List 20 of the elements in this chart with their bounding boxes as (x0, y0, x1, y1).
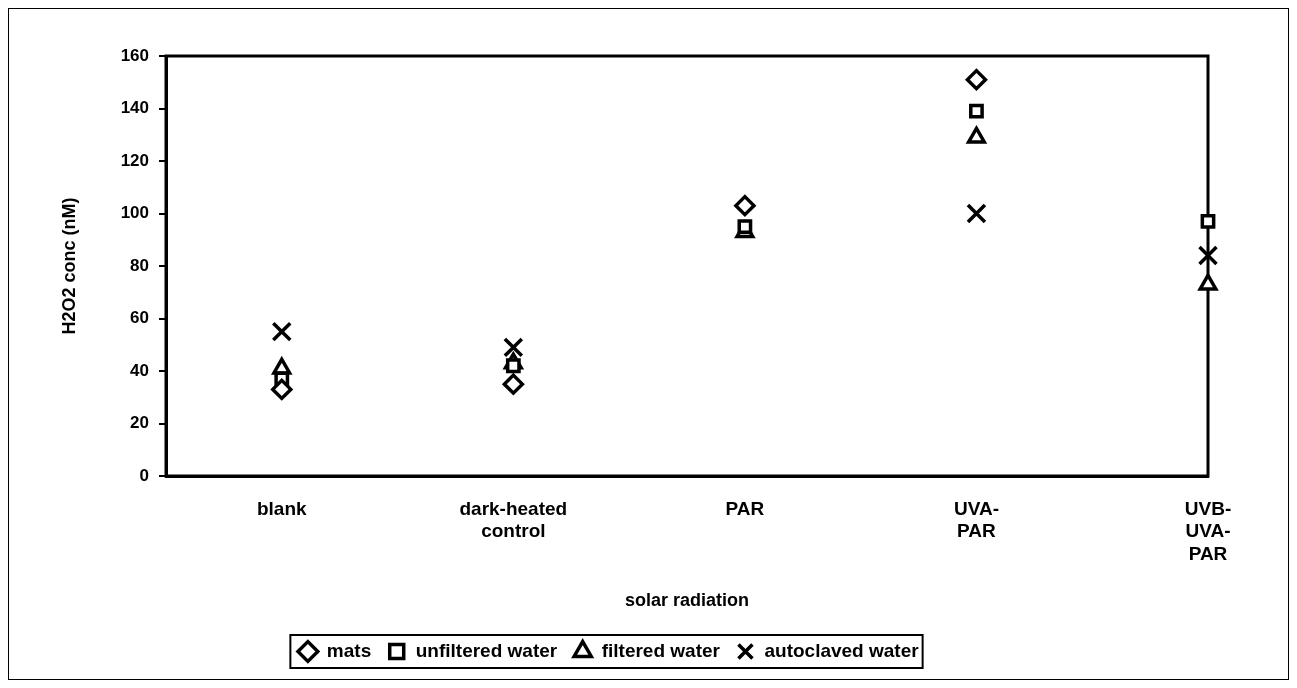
y-tick-label: 60 (130, 308, 149, 328)
y-tick-label: 160 (120, 45, 149, 65)
x-tick-label: blank (256, 497, 308, 519)
legend-label: autoclaved water (764, 639, 920, 661)
y-axis-title: H2O2 conc (nM) (58, 197, 79, 335)
legend-label: filtered water (601, 639, 721, 661)
legend-label: mats (326, 639, 372, 661)
legend-label: unfiltered water (415, 639, 558, 661)
y-tick-label: 120 (120, 150, 149, 170)
x-tick-label: dark-heated control (459, 497, 568, 542)
x-axis-title: solar radiation (624, 590, 750, 611)
y-tick-label: 100 (120, 203, 149, 223)
y-tick-label: 80 (130, 255, 149, 275)
x-tick-label: PAR (725, 497, 765, 519)
x-tick-label: UVA-PAR (953, 497, 999, 542)
y-tick-label: 20 (130, 413, 149, 433)
x-tick-label: UVB-UVA-PAR (1184, 497, 1232, 565)
y-tick-label: 0 (139, 465, 149, 485)
y-tick-label: 140 (120, 98, 149, 118)
y-tick-label: 40 (130, 360, 149, 380)
